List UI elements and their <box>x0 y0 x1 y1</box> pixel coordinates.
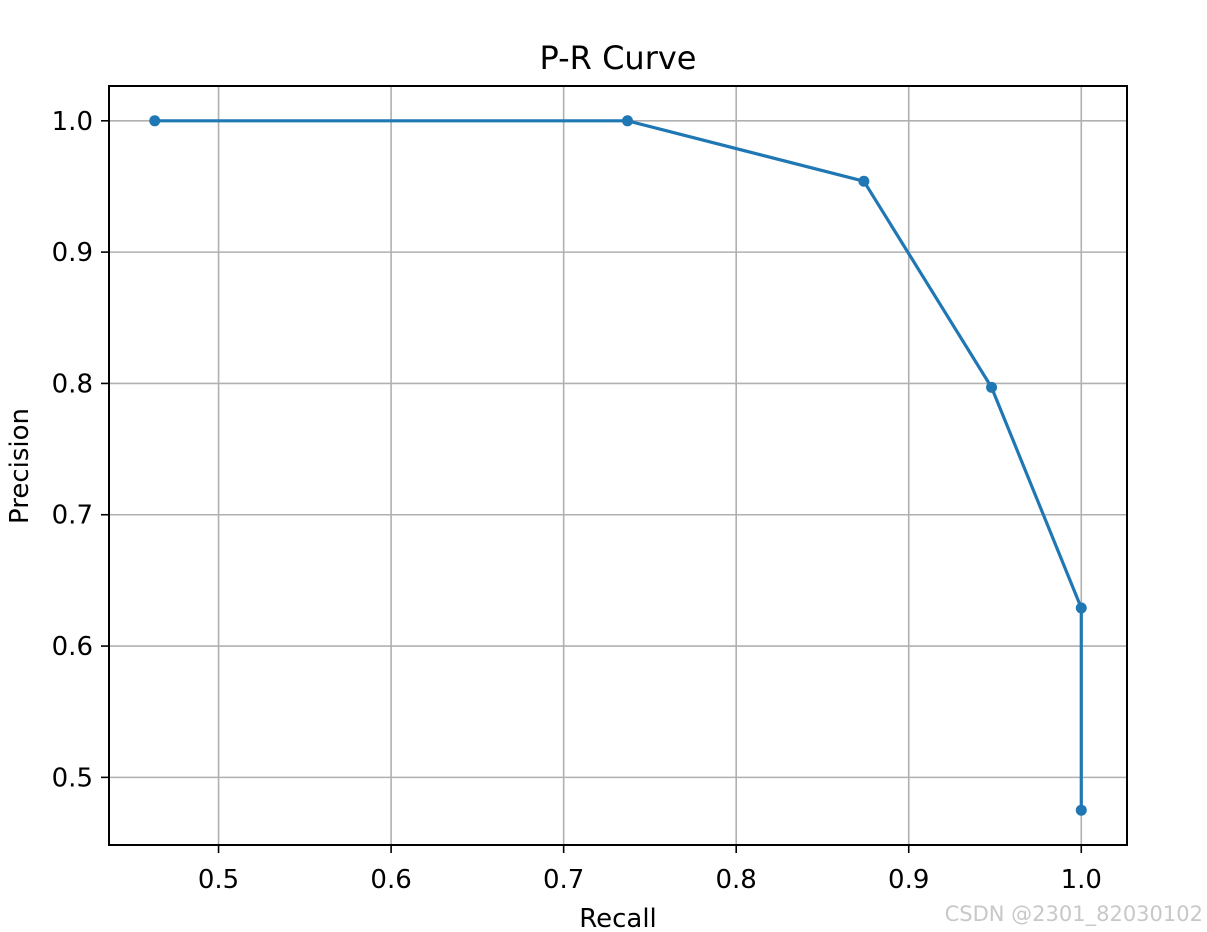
data-point <box>149 115 161 127</box>
y-tick-label: 0.9 <box>52 238 93 268</box>
data-point <box>858 175 870 187</box>
x-tick-label: 0.9 <box>888 865 929 895</box>
y-axis-label: Precision <box>5 408 35 524</box>
y-tick-label: 0.7 <box>52 501 93 531</box>
data-point <box>1075 602 1087 614</box>
grid-lines <box>109 86 1127 845</box>
data-point <box>1075 804 1087 816</box>
data-series <box>149 115 1087 816</box>
y-tick-label: 0.8 <box>52 369 93 399</box>
x-tick-label: 0.6 <box>370 865 411 895</box>
axis-ticks: 0.5 0.6 0.7 0.8 0.9 1.0 0.5 0.6 0.7 0.8 0.9 1.0 <box>52 107 1102 895</box>
x-tick-label: 0.5 <box>198 865 239 895</box>
chart-title: P-R Curve <box>540 39 697 77</box>
x-tick-label: 1.0 <box>1061 865 1102 895</box>
series-line <box>153 119 1083 812</box>
y-tick-label: 1.0 <box>52 107 93 137</box>
plot-area-frame <box>108 85 1128 846</box>
data-point <box>986 381 998 393</box>
watermark: CSDN @2301_82030102 <box>944 902 1203 926</box>
y-tick-label: 0.5 <box>52 763 93 793</box>
x-tick-label: 0.7 <box>543 865 584 895</box>
data-point <box>621 115 633 127</box>
x-tick-label: 0.8 <box>716 865 757 895</box>
x-axis-label: Recall <box>579 904 657 932</box>
y-tick-label: 0.6 <box>52 632 93 662</box>
